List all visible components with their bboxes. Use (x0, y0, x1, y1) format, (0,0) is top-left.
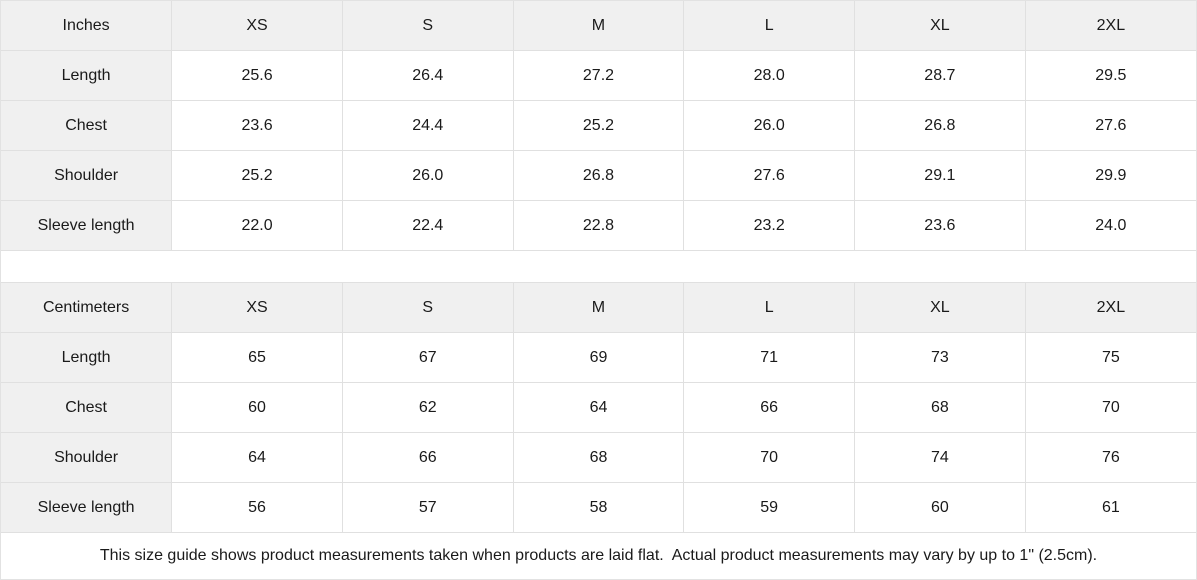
row-label-cell: Shoulder (1, 432, 173, 483)
value-cell: 23.6 (171, 100, 343, 151)
size-header-cell-xs: XS (171, 282, 343, 333)
value-cell: 29.1 (854, 150, 1026, 201)
table-row-shoulder: Shoulder 64 66 68 70 74 76 (1, 432, 1196, 483)
size-header-cell-s: S (342, 1, 514, 51)
value-cell: 26.0 (683, 100, 856, 151)
unit-header-cell: Inches (1, 1, 173, 51)
value-cell: 67 (342, 332, 514, 383)
size-header-cell-xl: XL (854, 282, 1026, 333)
header-row: Centimeters XS S M L XL 2XL (1, 282, 1196, 333)
row-label-cell: Length (1, 50, 173, 101)
inches-size-table: Inches XS S M L XL 2XL Length 25.6 26.4 … (1, 1, 1196, 251)
value-cell: 70 (683, 432, 856, 483)
value-cell: 27.6 (683, 150, 856, 201)
size-header-cell-2xl: 2XL (1025, 1, 1196, 51)
value-cell: 26.8 (854, 100, 1026, 151)
value-cell: 23.6 (854, 200, 1026, 251)
value-cell: 73 (854, 332, 1026, 383)
value-cell: 22.0 (171, 200, 343, 251)
row-label-cell: Chest (1, 100, 173, 151)
value-cell: 66 (342, 432, 514, 483)
size-header-cell-s: S (342, 282, 514, 333)
row-label-cell: Sleeve length (1, 482, 173, 533)
row-label-cell: Chest (1, 382, 173, 433)
value-cell: 58 (513, 482, 685, 533)
value-cell: 24.0 (1025, 200, 1196, 251)
value-cell: 25.2 (171, 150, 343, 201)
size-header-cell-2xl: 2XL (1025, 282, 1196, 333)
value-cell: 29.5 (1025, 50, 1196, 101)
unit-header-cell: Centimeters (1, 282, 173, 333)
value-cell: 64 (171, 432, 343, 483)
centimeters-table-header: Centimeters XS S M L XL 2XL (1, 282, 1196, 333)
table-row-length: Length 25.6 26.4 27.2 28.0 28.7 29.5 (1, 50, 1196, 101)
value-cell: 60 (171, 382, 343, 433)
size-header-cell-xs: XS (171, 1, 343, 51)
table-gap-spacer (1, 251, 1196, 282)
table-row-length: Length 65 67 69 71 73 75 (1, 332, 1196, 383)
value-cell: 61 (1025, 482, 1196, 533)
value-cell: 22.4 (342, 200, 514, 251)
size-header-cell-l: L (683, 282, 856, 333)
value-cell: 76 (1025, 432, 1196, 483)
centimeters-size-table: Centimeters XS S M L XL 2XL Length 65 67… (1, 282, 1196, 533)
value-cell: 70 (1025, 382, 1196, 433)
measurement-disclaimer-note: This size guide shows product measuremen… (1, 533, 1196, 579)
value-cell: 25.2 (513, 100, 685, 151)
value-cell: 24.4 (342, 100, 514, 151)
value-cell: 28.0 (683, 50, 856, 101)
size-header-cell-m: M (513, 282, 685, 333)
value-cell: 26.8 (513, 150, 685, 201)
value-cell: 59 (683, 482, 856, 533)
size-header-cell-m: M (513, 1, 685, 51)
value-cell: 27.2 (513, 50, 685, 101)
value-cell: 71 (683, 332, 856, 383)
table-row-sleeve-length: Sleeve length 56 57 58 59 60 61 (1, 482, 1196, 533)
value-cell: 28.7 (854, 50, 1026, 101)
value-cell: 62 (342, 382, 514, 433)
value-cell: 29.9 (1025, 150, 1196, 201)
row-label-cell: Length (1, 332, 173, 383)
value-cell: 60 (854, 482, 1026, 533)
value-cell: 23.2 (683, 200, 856, 251)
row-label-cell: Shoulder (1, 150, 173, 201)
header-row: Inches XS S M L XL 2XL (1, 1, 1196, 51)
size-header-cell-xl: XL (854, 1, 1026, 51)
value-cell: 66 (683, 382, 856, 433)
value-cell: 57 (342, 482, 514, 533)
value-cell: 69 (513, 332, 685, 383)
table-row-shoulder: Shoulder 25.2 26.0 26.8 27.6 29.1 29.9 (1, 150, 1196, 201)
size-header-cell-l: L (683, 1, 856, 51)
value-cell: 74 (854, 432, 1026, 483)
inches-table-header: Inches XS S M L XL 2XL (1, 1, 1196, 51)
value-cell: 65 (171, 332, 343, 383)
table-row-chest: Chest 23.6 24.4 25.2 26.0 26.8 27.6 (1, 100, 1196, 151)
table-row-sleeve-length: Sleeve length 22.0 22.4 22.8 23.2 23.6 2… (1, 200, 1196, 251)
value-cell: 75 (1025, 332, 1196, 383)
value-cell: 68 (513, 432, 685, 483)
value-cell: 25.6 (171, 50, 343, 101)
table-row-chest: Chest 60 62 64 66 68 70 (1, 382, 1196, 433)
value-cell: 64 (513, 382, 685, 433)
value-cell: 68 (854, 382, 1026, 433)
value-cell: 26.0 (342, 150, 514, 201)
row-label-cell: Sleeve length (1, 200, 173, 251)
value-cell: 26.4 (342, 50, 514, 101)
value-cell: 56 (171, 482, 343, 533)
value-cell: 22.8 (513, 200, 685, 251)
value-cell: 27.6 (1025, 100, 1196, 151)
